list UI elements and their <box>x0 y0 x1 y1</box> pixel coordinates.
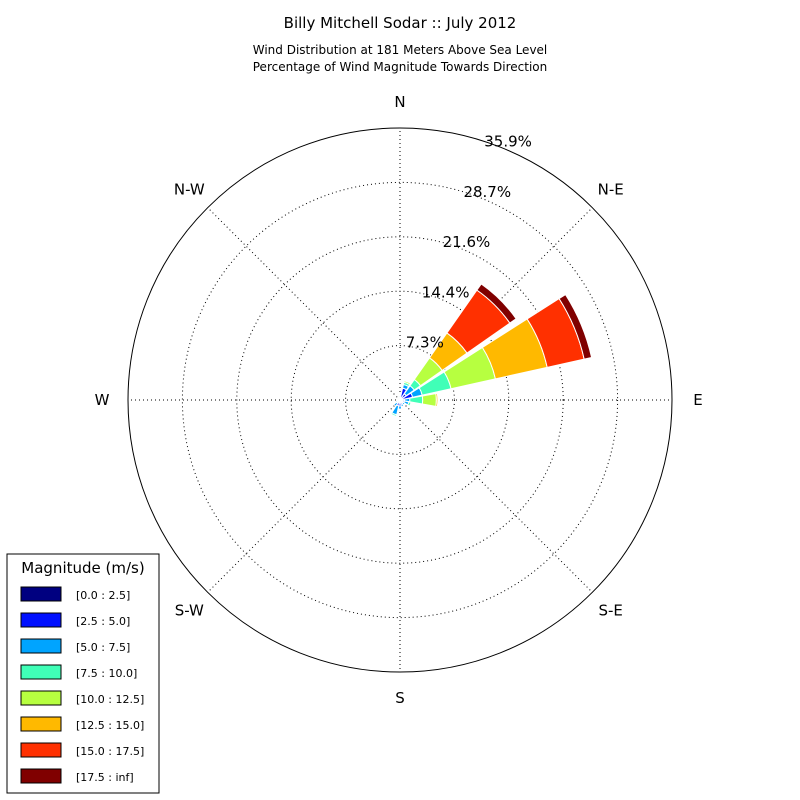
radial-tick-labels: 7.3% 14.4% 21.6% 28.7% 35.9% <box>406 133 532 352</box>
legend-swatch <box>20 586 62 602</box>
legend-swatch <box>20 768 62 784</box>
direction-label: S-W <box>175 602 204 620</box>
wind-bar-segment <box>408 401 413 408</box>
wind-bar-segment <box>390 412 398 417</box>
wind-bars <box>390 283 593 417</box>
legend-label: [0.0 : 2.5] <box>76 589 130 602</box>
chart-subtitle-line-1: Wind Distribution at 181 Meters Above Se… <box>253 43 548 57</box>
legend-label: [5.0 : 7.5] <box>76 641 130 654</box>
legend-swatch <box>20 716 62 732</box>
direction-label: S <box>395 689 405 707</box>
wind-bar-segment <box>394 400 399 404</box>
grid-ring <box>236 236 564 564</box>
chart-subtitle-line-2: Percentage of Wind Magnitude Towards Dir… <box>253 60 547 74</box>
legend-swatch <box>20 742 62 758</box>
direction-label: W <box>95 391 110 409</box>
legend-label: [12.5 : 15.0] <box>76 719 144 732</box>
legend-label: [17.5 : inf] <box>76 771 134 784</box>
legend-swatch <box>20 664 62 680</box>
wind-bar-segment <box>476 283 517 324</box>
wind-bar-segment <box>558 293 593 360</box>
grid-spoke <box>207 399 401 593</box>
radial-tick-label: 28.7% <box>463 183 511 201</box>
wind-bar-segment <box>393 401 399 407</box>
radial-tick-label: 21.6% <box>443 233 491 251</box>
grid-ring <box>181 181 619 619</box>
legend-label: [2.5 : 5.0] <box>76 615 130 628</box>
radial-tick-label: 35.9% <box>484 133 532 151</box>
legend-items: [0.0 : 2.5] [2.5 : 5.0] [5.0 : 7.5] [7.5 : … <box>20 586 144 784</box>
wind-bar-segment <box>397 408 403 411</box>
direction-label: N-E <box>598 180 624 198</box>
radial-tick-label: 7.3% <box>406 334 444 352</box>
direction-label: E <box>693 391 702 409</box>
wind-bar-segment <box>403 379 412 385</box>
wind-bar-segment <box>421 393 437 407</box>
plot-outline <box>127 127 673 673</box>
grid-spoke <box>399 399 593 593</box>
legend-label: [15.0 : 17.5] <box>76 745 144 758</box>
direction-label: N <box>394 93 405 111</box>
radial-tick-label: 14.4% <box>422 283 470 301</box>
wind-bar-segment <box>397 395 400 399</box>
grid-ring <box>345 345 455 455</box>
legend-label: [7.5 : 10.0] <box>76 667 137 680</box>
legend-swatch <box>20 638 62 654</box>
chart-title: Billy Mitchell Sodar :: July 2012 <box>284 14 517 32</box>
direction-label: S-E <box>599 602 623 620</box>
legend-swatch <box>20 612 62 628</box>
direction-labels: N N-E E S-E S S-W W N-W <box>95 93 703 707</box>
legend-swatch <box>20 690 62 706</box>
legend-label: [10.0 : 12.5] <box>76 693 144 706</box>
wind-bar-segment <box>435 392 439 408</box>
grid-spoke <box>207 207 401 401</box>
direction-label: N-W <box>174 180 205 198</box>
legend: Magnitude (m/s) [0.0 : 2.5] [2.5 : 5.0] [5… <box>6 553 160 794</box>
legend-title: Magnitude (m/s) <box>21 559 144 577</box>
